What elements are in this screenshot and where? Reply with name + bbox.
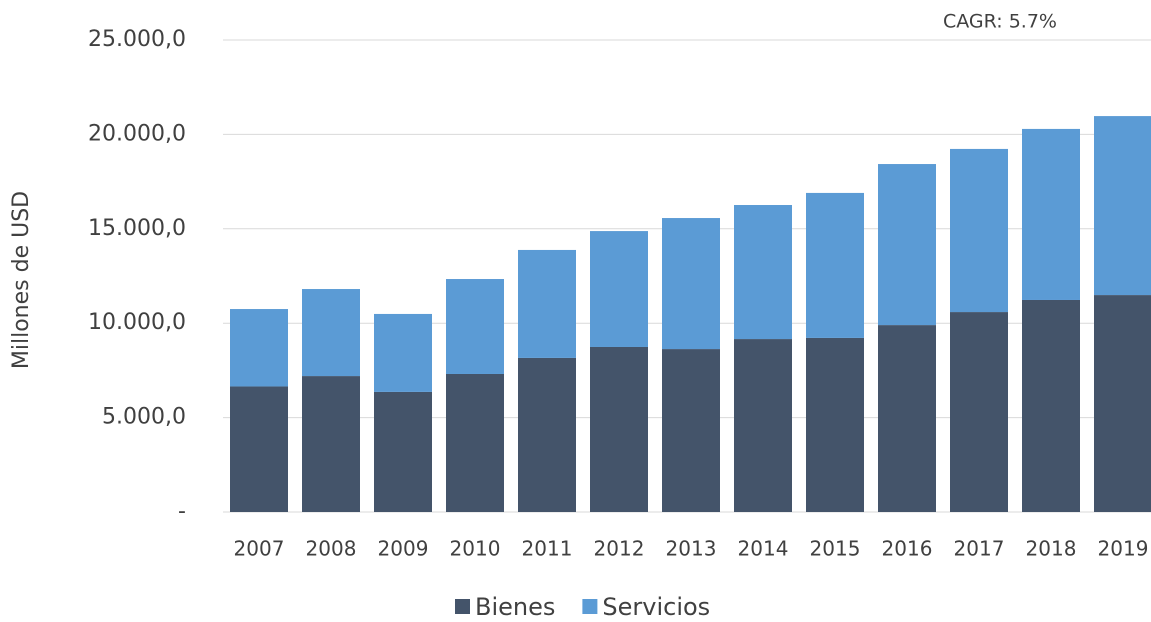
bar-segment <box>590 346 648 512</box>
bar-segment <box>806 192 864 338</box>
legend-label: Servicios <box>602 593 710 621</box>
bar-segment <box>950 148 1008 313</box>
x-tick-label: 2012 <box>594 537 645 561</box>
bar-segment <box>734 339 792 512</box>
bar-segment <box>446 373 504 512</box>
bar-segment <box>950 312 1008 512</box>
y-tick-label: 20.000,0 <box>88 121 186 146</box>
x-tick-label: 2018 <box>1026 537 1077 561</box>
x-tick-label: 2013 <box>666 537 717 561</box>
bar-segment <box>230 386 288 512</box>
x-tick-label: 2019 <box>1098 537 1149 561</box>
legend-label: Bienes <box>475 593 555 621</box>
bar-segment <box>518 249 576 358</box>
bar-segment <box>878 325 936 512</box>
bar-segment <box>878 164 936 326</box>
bar-segment <box>302 376 360 512</box>
y-tick-label: 25.000,0 <box>88 27 186 52</box>
bar-segment <box>1094 295 1151 512</box>
x-tick-label: 2009 <box>378 537 429 561</box>
bar-segment <box>590 231 648 347</box>
x-tick-label: 2007 <box>234 537 285 561</box>
bar-segment <box>302 289 360 377</box>
x-tick-label: 2017 <box>954 537 1005 561</box>
bar-segment <box>734 205 792 340</box>
bar-segment <box>230 309 288 387</box>
x-tick-label: 2010 <box>450 537 501 561</box>
bar-segment <box>374 313 432 392</box>
x-tick-label: 2011 <box>522 537 573 561</box>
legend-swatch <box>455 599 470 614</box>
bar-segment <box>662 349 720 512</box>
y-tick-label: - <box>178 499 186 524</box>
bar-segment <box>662 218 720 350</box>
bar-segment <box>806 337 864 512</box>
bar-segment <box>1022 299 1080 512</box>
y-tick-label: 5.000,0 <box>102 405 186 430</box>
legend-swatch <box>582 599 598 614</box>
bar-segment <box>1094 116 1151 296</box>
y-tick-label: 15.000,0 <box>88 216 186 241</box>
x-tick-label: 2015 <box>810 537 861 561</box>
x-tick-label: 2008 <box>306 537 357 561</box>
annotation: CAGR: 5.7% <box>943 11 1057 33</box>
x-tick-label: 2014 <box>738 537 789 561</box>
y-axis-label: Millones de USD <box>9 191 34 369</box>
y-tick-label: 10.000,0 <box>88 310 186 335</box>
bar-segment <box>1022 128 1080 300</box>
x-tick-label: 2016 <box>882 537 933 561</box>
bar-segment <box>374 391 432 512</box>
bar-segment <box>518 357 576 512</box>
bar-segment <box>446 279 504 374</box>
